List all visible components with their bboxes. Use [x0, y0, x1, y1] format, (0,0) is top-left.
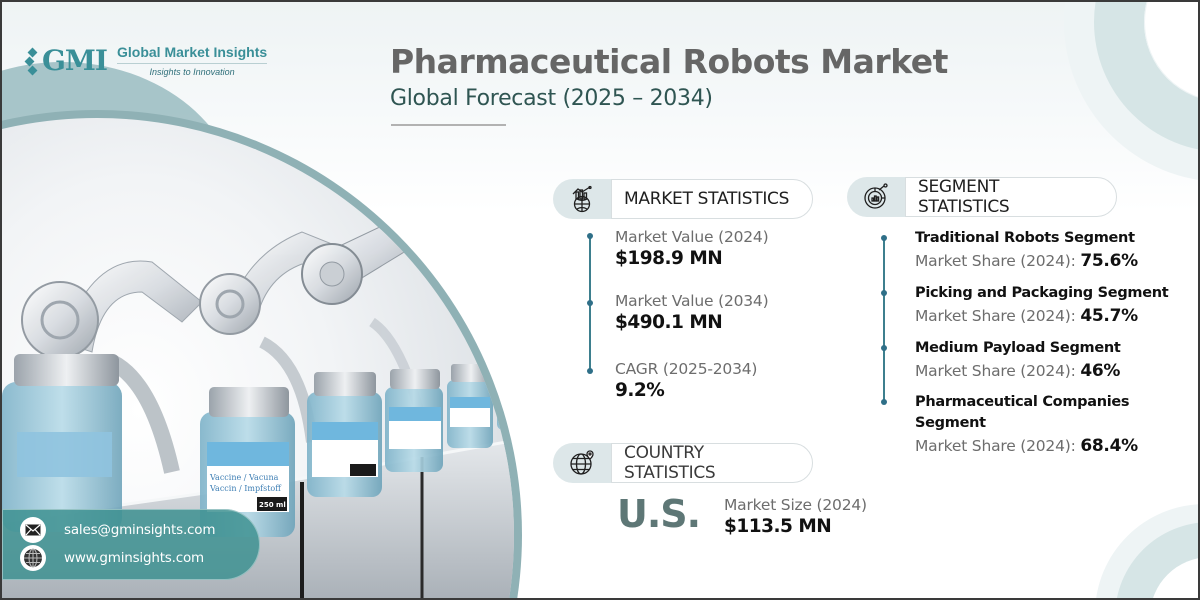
share-value: 46%: [1080, 361, 1121, 381]
stat-market-value-2024: Market Value (2024) $198.9 MN: [615, 228, 769, 269]
robot-vials-photo: Vaccine / Vacuna Vaccin / Impfstoff 250 …: [2, 118, 514, 598]
segment-item: Traditional Robots Segment Market Share …: [915, 228, 1138, 271]
segment-name: Traditional Robots Segment: [915, 230, 1135, 246]
segment-name: Picking and Packaging Segment: [915, 285, 1169, 301]
vial-5: [447, 364, 493, 448]
country-statistics-title: COUNTRY STATISTICS: [611, 443, 813, 483]
contact-website[interactable]: www.gminsights.com: [64, 550, 204, 566]
stat-value: $490.1 MN: [615, 312, 723, 333]
logo-mark: GMI: [24, 43, 108, 77]
market-statistics-title: MARKET STATISTICS: [611, 179, 813, 219]
share-value: 68.4%: [1080, 436, 1138, 456]
timeline-dot: [587, 233, 593, 239]
vial-label-text: Vaccin / Impfstoff: [209, 484, 282, 493]
segment-statistics-header: SEGMENT STATISTICS: [847, 176, 1117, 218]
robot-arms-illustration: Vaccine / Vacuna Vaccin / Impfstoff 250 …: [2, 206, 514, 598]
vial-6: [497, 362, 514, 430]
country-statistics-header: COUNTRY STATISTICS: [553, 442, 813, 484]
share-label: Market Share (2024):: [915, 437, 1076, 455]
brand-tagline: Insights to Innovation: [149, 67, 235, 77]
segment-share: Market Share (2024): 46%: [915, 361, 1121, 381]
share-label: Market Share (2024):: [915, 252, 1076, 270]
market-statistics-header: MARKET STATISTICS: [553, 178, 813, 220]
globe-icon: [20, 545, 46, 571]
gmi-logo: GMI Global Market Insights Insights to I…: [24, 43, 268, 77]
stat-label: Market Value (2034): [615, 292, 769, 310]
timeline-dot: [587, 368, 593, 374]
stat-label: CAGR (2025-2034): [615, 360, 758, 378]
segment-share: Market Share (2024): 68.4%: [915, 436, 1165, 456]
title-divider: [391, 124, 506, 126]
logo-gmi-text: GMI: [42, 43, 108, 77]
segment-item: Pharmaceutical Companies Segment Market …: [915, 392, 1165, 456]
segment-share: Market Share (2024): 75.6%: [915, 251, 1138, 271]
stat-value: $113.5 MN: [724, 516, 832, 537]
contact-bar: sales@gminsights.com www.gminsights.com: [2, 509, 260, 580]
pie-chart-icon: [847, 177, 905, 217]
share-label: Market Share (2024):: [915, 362, 1076, 380]
contact-website-row[interactable]: www.gminsights.com: [20, 545, 204, 571]
segment-statistics-title: SEGMENT STATISTICS: [905, 177, 1117, 217]
contact-email[interactable]: sales@gminsights.com: [64, 522, 216, 538]
chart-globe-icon: [553, 179, 611, 219]
segment-name: Medium Payload Segment: [915, 340, 1121, 356]
timeline-dot: [881, 290, 887, 296]
share-label: Market Share (2024):: [915, 307, 1076, 325]
stat-cagr: CAGR (2025-2034) 9.2%: [615, 360, 757, 401]
country-market-size: Market Size (2024) $113.5 MN: [724, 496, 867, 537]
brand-name: Global Market Insights: [117, 44, 268, 64]
timeline-dot: [881, 235, 887, 241]
stat-market-value-2034: Market Value (2034) $490.1 MN: [615, 292, 769, 333]
timeline-dot: [587, 300, 593, 306]
vial-volume-text: 250 ml: [259, 501, 286, 509]
globe-pin-icon: [553, 443, 611, 483]
stat-label: Market Size (2024): [724, 496, 867, 514]
vial-1: [2, 354, 122, 532]
share-value: 45.7%: [1080, 306, 1138, 326]
segment-name: Pharmaceutical Companies Segment: [915, 394, 1130, 431]
vial-4: [385, 369, 443, 472]
segment-share: Market Share (2024): 45.7%: [915, 306, 1168, 326]
page-subtitle: Global Forecast (2025 – 2034): [390, 86, 713, 111]
timeline-line: [883, 238, 885, 402]
envelope-icon: [20, 517, 46, 543]
page-title: Pharmaceutical Robots Market: [390, 42, 948, 81]
stat-value: $198.9 MN: [615, 248, 723, 269]
stat-label: Market Value (2024): [615, 228, 769, 246]
timeline-dot: [881, 399, 887, 405]
contact-email-row[interactable]: sales@gminsights.com: [20, 517, 215, 543]
vial-3: [307, 372, 382, 497]
vial-2: Vaccine / Vacuna Vaccin / Impfstoff 250 …: [200, 387, 295, 537]
stat-value: 9.2%: [615, 380, 665, 401]
timeline-dot: [881, 345, 887, 351]
vial-label-text: Vaccine / Vacuna: [209, 473, 279, 482]
logo-diamonds-icon: [24, 47, 40, 75]
segment-item: Medium Payload Segment Market Share (202…: [915, 338, 1121, 381]
country-name: U.S.: [617, 492, 701, 536]
share-value: 75.6%: [1080, 251, 1138, 271]
segment-item: Picking and Packaging Segment Market Sha…: [915, 283, 1169, 326]
